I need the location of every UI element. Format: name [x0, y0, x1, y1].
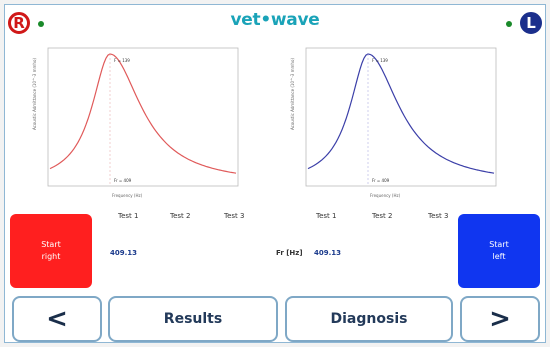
- next-button[interactable]: >: [460, 296, 540, 342]
- start-right-label-1: Start: [41, 240, 61, 249]
- right-ear-plot: Acoustic Admittance (10^-3 mmho) Frequen…: [32, 47, 239, 198]
- diagnosis-button[interactable]: Diagnosis: [285, 296, 453, 342]
- right-ear-badge: R: [8, 12, 30, 34]
- start-left-label-1: Start: [489, 240, 509, 249]
- peak-label: F = 139: [372, 58, 388, 63]
- plot-ylabel: Acoustic Admittance (10^-3 mmho): [290, 58, 295, 130]
- peak-label: F = 139: [114, 58, 130, 63]
- left-ear-plot: Acoustic Admittance (10^-3 mmho) Frequen…: [290, 47, 497, 198]
- plot-xlabel: Frequency (Hz): [370, 193, 401, 198]
- prev-button[interactable]: <: [12, 296, 102, 342]
- left-test-2-label[interactable]: Test 2: [372, 212, 393, 220]
- admittance-curve: [49, 53, 237, 174]
- right-test-2-label[interactable]: Test 2: [170, 212, 191, 220]
- fr-label: Fr = 409: [114, 178, 132, 183]
- right-status-dot: [38, 21, 44, 27]
- fr-hz-label: Fr [Hz]: [276, 249, 303, 257]
- right-test-1-label[interactable]: Test 1: [118, 212, 139, 220]
- results-button[interactable]: Results: [108, 296, 278, 342]
- chevron-right-icon: >: [489, 304, 511, 334]
- chevron-left-icon: <: [46, 304, 68, 334]
- right-fr-value: 409.13: [110, 249, 138, 257]
- plot-frame: [305, 47, 497, 187]
- left-fr-value: 409.13: [314, 249, 342, 257]
- start-right-label-2: right: [41, 252, 61, 261]
- left-test-3-label[interactable]: Test 3: [428, 212, 449, 220]
- left-status-dot: [506, 21, 512, 27]
- results-label: Results: [163, 311, 223, 327]
- left-ear-badge: L: [520, 12, 542, 34]
- left-test-1-label[interactable]: Test 1: [316, 212, 337, 220]
- plot-ylabel: Acoustic Admittance (10^-3 mmho): [32, 58, 37, 130]
- admittance-curve: [307, 53, 495, 174]
- start-right-button[interactable]: Start right: [10, 214, 92, 288]
- fr-label: Fr = 409: [372, 178, 390, 183]
- right-test-3-label[interactable]: Test 3: [224, 212, 245, 220]
- start-left-button[interactable]: Start left: [458, 214, 540, 288]
- plot-frame: [47, 47, 239, 187]
- app-logo: vet•wave: [230, 10, 320, 30]
- plot-xlabel: Frequency (Hz): [112, 193, 143, 198]
- start-left-label-2: left: [492, 252, 506, 261]
- diagnosis-label: Diagnosis: [330, 311, 408, 327]
